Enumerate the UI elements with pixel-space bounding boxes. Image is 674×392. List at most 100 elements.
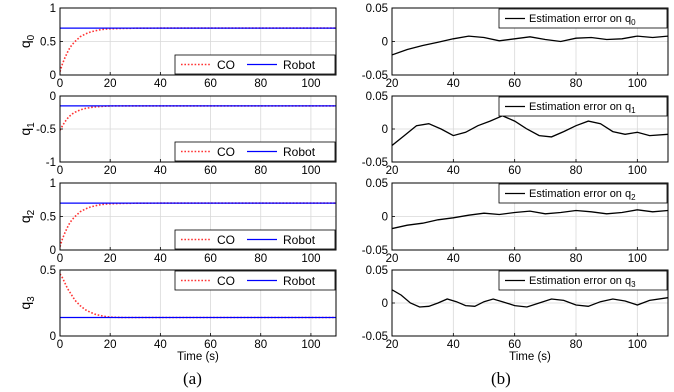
x-tick-label: 40 [154, 78, 167, 90]
x-tick-label: 60 [204, 165, 217, 177]
x-tick-label: 20 [104, 165, 117, 177]
x-tick-label: 60 [204, 253, 217, 265]
legend-label-error: Estimation error on q3 [529, 275, 636, 289]
x-tick-label: 80 [254, 339, 267, 351]
x-tick-label: 0 [57, 165, 63, 177]
x-tick-label: 60 [508, 253, 521, 265]
x-tick-label: 80 [570, 339, 583, 351]
panel-left-1: 0 20 40 60 80 100 -1 -0.5 0 q1 CO Robot [17, 91, 337, 177]
x-tick-label: 40 [154, 339, 167, 351]
legend-label-co: CO [217, 58, 235, 72]
x-tick-label: 80 [254, 78, 267, 90]
x-tick-label: 0 [57, 253, 63, 265]
legend-label-robot: Robot [283, 58, 316, 72]
x-tick-label: 40 [154, 253, 167, 265]
x-tick-label: 40 [447, 253, 460, 265]
legend-label-error: Estimation error on q2 [529, 188, 636, 202]
x-tick-label: 60 [204, 339, 217, 351]
panel-right-2: 20 40 60 80 100 -0.05 0 0.05 Estimation error on… [362, 178, 669, 265]
x-tick-label: 0 [57, 78, 63, 90]
x-tick-label: 80 [570, 78, 583, 90]
x-tick-label: 20 [104, 339, 117, 351]
panel-left-2: 0 20 40 60 80 100 0 0.5 1 q2 CO Robot [17, 178, 337, 265]
y-tick-label: 0.05 [366, 265, 388, 277]
x-tick-label: 20 [386, 78, 399, 90]
x-tick-label: 40 [154, 165, 167, 177]
y-tick-label: 0.5 [40, 265, 56, 277]
y-tick-label: -0.5 [36, 124, 56, 136]
legend-label-robot: Robot [283, 233, 316, 247]
legend-label-co: CO [217, 274, 235, 288]
y-tick-label: 0.05 [366, 178, 388, 190]
legend-label-error: Estimation error on q0 [529, 13, 636, 27]
y-axis-label: q3 [17, 296, 37, 310]
y-tick-label: 0.05 [366, 3, 388, 15]
legend-label-error: Estimation error on q1 [529, 101, 636, 115]
caption-a: (a) [183, 369, 202, 388]
series-line-co [60, 105, 336, 131]
y-axis-label: q1 [17, 122, 37, 136]
y-tick-label: 0 [50, 70, 56, 82]
series-line-estimation-error-on-q [392, 35, 668, 56]
y-tick-label: 0 [382, 37, 388, 49]
y-tick-label: -0.05 [362, 70, 388, 82]
y-tick-label: -1 [46, 157, 56, 169]
x-tick-label: 60 [508, 78, 521, 90]
y-tick-label: 0 [382, 124, 388, 136]
y-axis-label: q2 [17, 209, 37, 223]
x-tick-label: 100 [628, 339, 647, 351]
panel-right-3: 20 40 60 80 100 -0.05 0 0.05 Time (s) Estimation … [362, 265, 669, 363]
y-tick-label: 1 [50, 178, 56, 190]
y-tick-label: 0 [50, 331, 56, 343]
panel-right-0: 20 40 60 80 100 -0.05 0 0.05 Estimation error on… [362, 3, 669, 90]
legend-label-co: CO [217, 145, 235, 159]
legend-label-robot: Robot [283, 274, 316, 288]
y-tick-label: -0.05 [362, 245, 388, 257]
x-tick-label: 20 [386, 165, 399, 177]
x-tick-label: 100 [628, 78, 647, 90]
legend-label-co: CO [217, 233, 235, 247]
series-line-estimation-error-on-q [392, 289, 668, 308]
x-tick-label: 80 [254, 165, 267, 177]
x-tick-label: 20 [104, 78, 117, 90]
legend-box [498, 270, 668, 291]
x-tick-label: 100 [628, 165, 647, 177]
y-tick-label: 0 [50, 245, 56, 257]
x-tick-label: 100 [301, 165, 320, 177]
x-axis-label: Time (s) [177, 351, 219, 363]
y-tick-label: 0 [382, 298, 388, 310]
x-tick-label: 100 [628, 253, 647, 265]
series-line-estimation-error-on-q [392, 115, 668, 147]
x-tick-label: 20 [386, 339, 399, 351]
x-tick-label: 80 [570, 253, 583, 265]
x-tick-label: 40 [447, 78, 460, 90]
y-tick-label: 0.5 [40, 212, 56, 224]
x-tick-label: 100 [301, 339, 320, 351]
legend-box [498, 96, 668, 117]
x-tick-label: 20 [386, 253, 399, 265]
x-tick-label: 60 [508, 165, 521, 177]
series-line-estimation-error-on-q [392, 209, 668, 230]
y-tick-label: 0 [382, 212, 388, 224]
x-tick-label: 100 [301, 78, 320, 90]
panel-right-1: 20 40 60 80 100 -0.05 0 0.05 Estimation error on… [362, 91, 669, 177]
x-axis-label: Time (s) [509, 351, 551, 363]
panel-left-3: 0 20 40 60 80 100 0 0.5 q3 Time (s) CO Robot [17, 265, 337, 363]
x-tick-label: 60 [508, 339, 521, 351]
x-tick-label: 80 [570, 165, 583, 177]
x-tick-label: 80 [254, 253, 267, 265]
legend-label-robot: Robot [283, 145, 316, 159]
y-axis-label: q0 [17, 34, 37, 48]
y-tick-label: 0 [50, 91, 56, 103]
y-tick-label: 0.05 [366, 91, 388, 103]
x-tick-label: 0 [57, 339, 63, 351]
caption-b: (b) [491, 369, 511, 388]
panel-left-0: 0 20 40 60 80 100 0 0.5 1 q0 CO Robot [17, 3, 337, 90]
y-tick-label: 0.5 [40, 37, 56, 49]
x-tick-label: 20 [104, 253, 117, 265]
legend-box [498, 183, 668, 204]
x-tick-label: 100 [301, 253, 320, 265]
x-tick-label: 60 [204, 78, 217, 90]
axes-frame [59, 269, 337, 337]
